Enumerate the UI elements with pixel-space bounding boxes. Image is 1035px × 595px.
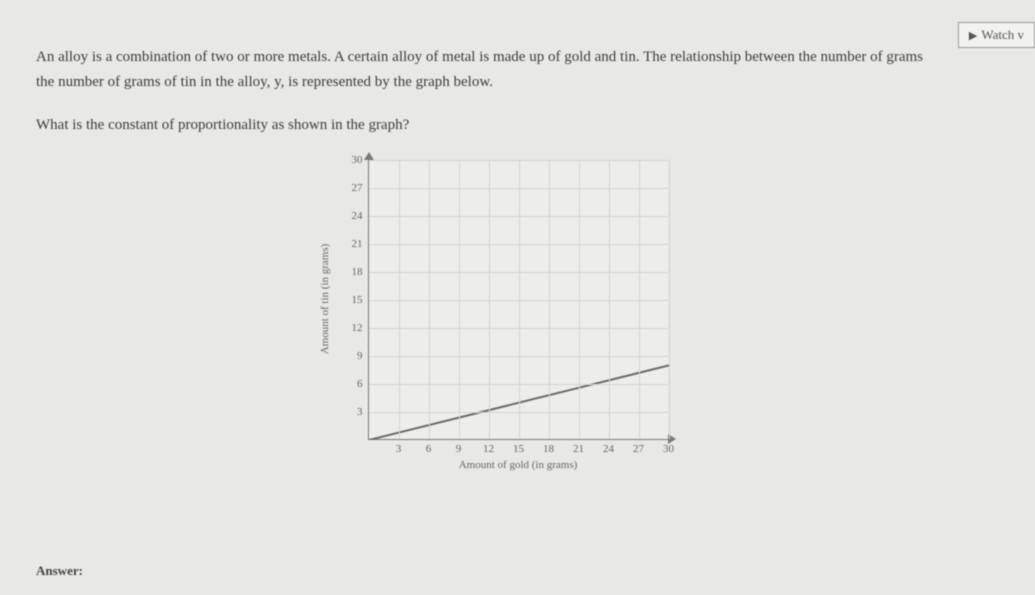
x-tick-label: 21 <box>573 439 584 455</box>
answer-label: Answer: <box>36 563 83 579</box>
play-icon: ▶ <box>969 29 977 42</box>
grid-line-horizontal <box>369 244 668 245</box>
grid-line-horizontal <box>369 384 668 385</box>
grid-line-horizontal <box>369 328 668 329</box>
y-tick-label: 9 <box>357 350 369 362</box>
x-tick-label: 12 <box>483 439 494 455</box>
watch-button-label: Watch v <box>981 27 1024 43</box>
y-tick-label: 18 <box>352 266 369 278</box>
x-tick-label: 27 <box>633 439 644 455</box>
x-tick-label: 30 <box>663 439 674 455</box>
x-tick-label: 3 <box>396 439 402 455</box>
y-tick-label: 24 <box>352 210 369 222</box>
y-tick-label: 27 <box>352 182 369 194</box>
grid-line-horizontal <box>369 160 668 161</box>
x-tick-label: 9 <box>456 439 462 455</box>
problem-line-2: the number of grams of tin in the alloy,… <box>36 71 999 94</box>
x-tick-label: 6 <box>426 439 432 455</box>
watch-button[interactable]: ▶ Watch v <box>958 22 1035 48</box>
chart-container: Amount of tin (in grams) Amount of gold … <box>36 160 999 440</box>
x-tick-label: 18 <box>543 439 554 455</box>
y-tick-label: 6 <box>357 378 369 390</box>
proportionality-chart: Amount of tin (in grams) Amount of gold … <box>368 160 668 440</box>
grid-line-horizontal <box>369 272 668 273</box>
y-tick-label: 3 <box>357 406 369 418</box>
problem-text: An alloy is a combination of two or more… <box>36 46 999 95</box>
plot-area: Amount of tin (in grams) Amount of gold … <box>368 160 668 440</box>
problem-line-1: An alloy is a combination of two or more… <box>36 46 999 69</box>
x-tick-label: 24 <box>603 439 614 455</box>
y-tick-label: 12 <box>352 322 369 334</box>
grid-line-horizontal <box>369 300 668 301</box>
grid-line-horizontal <box>369 356 668 357</box>
y-tick-label: 21 <box>352 238 369 250</box>
grid-line-horizontal <box>369 412 668 413</box>
y-axis-label: Amount of tin (in grams) <box>319 244 331 355</box>
grid-line-horizontal <box>369 188 668 189</box>
x-axis-label: Amount of gold (in grams) <box>459 459 578 471</box>
y-tick-label: 15 <box>352 294 369 306</box>
x-tick-label: 15 <box>513 439 524 455</box>
grid-line-vertical <box>669 160 670 439</box>
y-tick-label: 30 <box>352 154 369 166</box>
grid-line-horizontal <box>369 216 668 217</box>
question-text: What is the constant of proportionality … <box>36 117 999 134</box>
